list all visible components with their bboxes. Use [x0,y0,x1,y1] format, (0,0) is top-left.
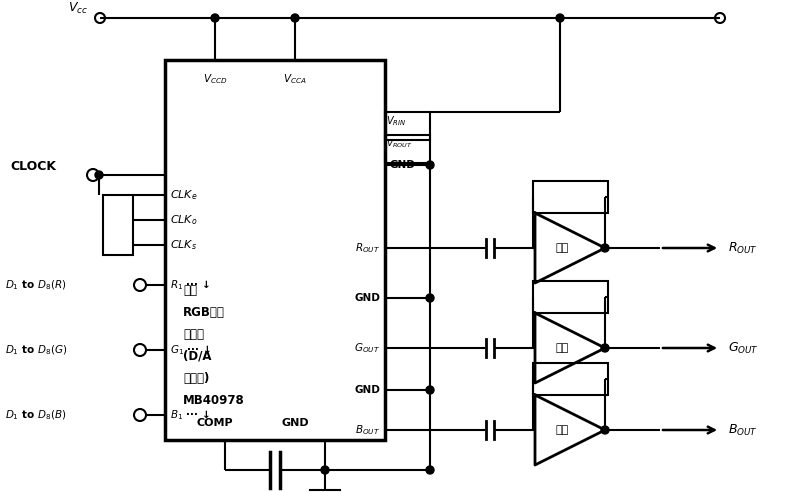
Text: (D/A: (D/A [183,349,212,363]
Circle shape [426,294,434,302]
Text: $G_{OUT}$: $G_{OUT}$ [728,340,759,356]
Text: $B_{OUT}$: $B_{OUT}$ [728,423,758,437]
Bar [533,181,607,213]
Text: $V_{CCA}$: $V_{CCA}$ [283,72,307,86]
Text: GND: GND [354,385,380,395]
Text: $V_{ROUT}$: $V_{ROUT}$ [386,137,412,150]
Text: $CLK_e$: $CLK_e$ [170,188,197,202]
Text: $D_1$ to $D_8(G)$: $D_1$ to $D_8(G)$ [5,343,67,357]
Text: $V_{RIN}$: $V_{RIN}$ [386,114,406,128]
Text: 放大: 放大 [555,243,569,253]
Text: $R_{OUT}$: $R_{OUT}$ [728,241,758,255]
Bar [533,363,607,395]
Text: GND: GND [390,160,416,170]
Text: 处理器: 处理器 [183,328,204,340]
Circle shape [291,14,299,22]
Text: CLOCK: CLOCK [10,160,56,173]
Bar [103,195,133,255]
Text: $V_{CCD}$: $V_{CCD}$ [203,72,228,86]
Circle shape [426,386,434,394]
Text: $B_1$ ··· ↓: $B_1$ ··· ↓ [170,408,210,422]
Text: $CLK_s$: $CLK_s$ [170,238,197,252]
Text: $B_{OUT}$: $B_{OUT}$ [355,423,380,437]
Text: $D_1$ to $D_8(B)$: $D_1$ to $D_8(B)$ [5,408,67,422]
Bar [533,281,607,313]
Text: $CLK_o$: $CLK_o$ [170,213,197,227]
Text: $R_{OUT}$: $R_{OUT}$ [354,241,380,255]
Text: $G_{OUT}$: $G_{OUT}$ [354,341,380,355]
Circle shape [426,161,434,169]
Circle shape [321,466,329,474]
Text: 放大: 放大 [555,425,569,435]
Text: $V_{cc}$: $V_{cc}$ [68,1,88,16]
Circle shape [556,14,564,22]
Text: 放大: 放大 [555,343,569,353]
Circle shape [426,466,434,474]
Circle shape [95,171,103,179]
Text: COMP: COMP [197,418,233,428]
Text: GND: GND [282,418,308,428]
Text: $G_1$ ··· ↓: $G_1$ ··· ↓ [170,343,211,357]
Circle shape [211,14,219,22]
Bar [385,135,430,163]
Text: GND: GND [354,293,380,303]
Text: $R_1$ ··· ↓: $R_1$ ··· ↓ [170,278,210,292]
Circle shape [601,244,609,252]
Text: 数字: 数字 [183,283,197,297]
Circle shape [601,426,609,434]
Text: MB40978: MB40978 [183,394,245,406]
Circle shape [601,344,609,352]
Bar [385,112,430,140]
Text: $D_1$ to $D_8(R)$: $D_1$ to $D_8(R)$ [5,278,67,292]
Text: 转换器): 转换器) [183,371,209,385]
Bar [165,60,385,440]
Text: RGB信号: RGB信号 [183,306,225,318]
